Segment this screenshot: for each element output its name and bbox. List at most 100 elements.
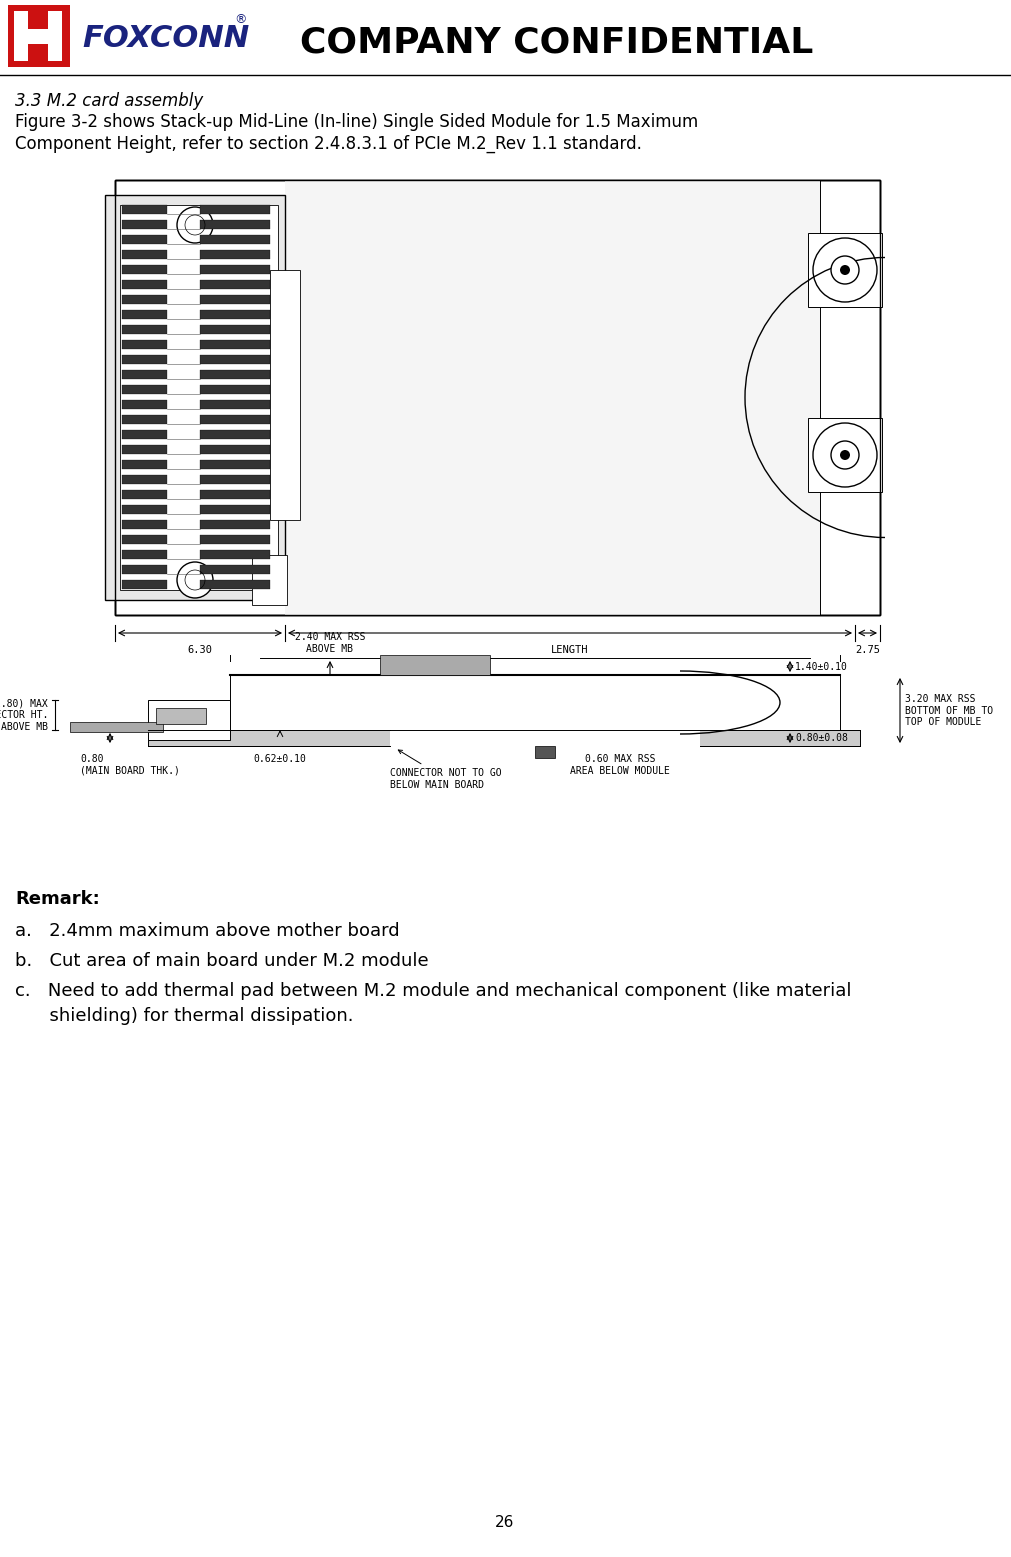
Bar bbox=[200, 459, 270, 469]
Text: 0.80
(MAIN BOARD THK.): 0.80 (MAIN BOARD THK.) bbox=[80, 754, 180, 775]
Text: c.   Need to add thermal pad between M.2 module and mechanical component (like m: c. Need to add thermal pad between M.2 m… bbox=[15, 982, 851, 1000]
Circle shape bbox=[831, 255, 859, 283]
Bar bbox=[8, 5, 70, 67]
Bar bbox=[115, 181, 880, 615]
Circle shape bbox=[177, 562, 213, 598]
Bar bbox=[808, 234, 882, 307]
Bar bbox=[148, 701, 229, 740]
Bar bbox=[122, 400, 167, 409]
Bar bbox=[14, 28, 62, 44]
Bar bbox=[122, 536, 167, 543]
Bar bbox=[122, 504, 167, 514]
Bar bbox=[122, 490, 167, 498]
Bar bbox=[200, 550, 270, 559]
Text: 3.20 MAX RSS
BOTTOM OF MB TO
TOP OF MODULE: 3.20 MAX RSS BOTTOM OF MB TO TOP OF MODU… bbox=[905, 694, 993, 727]
Text: (1.80) MAX
CONNECTOR HT.
ABOVE MB: (1.80) MAX CONNECTOR HT. ABOVE MB bbox=[0, 699, 48, 732]
Bar bbox=[122, 355, 167, 364]
Bar bbox=[148, 730, 860, 746]
Text: FOXCONN: FOXCONN bbox=[82, 23, 250, 53]
Circle shape bbox=[831, 441, 859, 469]
Bar bbox=[200, 520, 270, 529]
Text: ®: ® bbox=[234, 14, 247, 26]
Bar bbox=[120, 206, 278, 590]
Text: Component Height, refer to section 2.4.8.3.1 of PCIe M.2_Rev 1.1 standard.: Component Height, refer to section 2.4.8… bbox=[15, 135, 642, 153]
Text: 0.62±0.10: 0.62±0.10 bbox=[254, 754, 306, 764]
Bar bbox=[122, 385, 167, 394]
Circle shape bbox=[840, 450, 850, 459]
Bar bbox=[200, 325, 270, 335]
Bar bbox=[122, 581, 167, 589]
Text: 6.30: 6.30 bbox=[187, 645, 212, 655]
Bar bbox=[200, 265, 270, 274]
Bar bbox=[49, 11, 62, 61]
Bar bbox=[14, 11, 28, 61]
Bar bbox=[200, 310, 270, 319]
Bar bbox=[200, 251, 270, 258]
Bar bbox=[200, 371, 270, 378]
Bar bbox=[200, 339, 270, 349]
Bar bbox=[70, 722, 163, 732]
Text: Remark:: Remark: bbox=[15, 891, 100, 908]
Bar bbox=[122, 280, 167, 290]
Bar bbox=[535, 746, 555, 758]
Bar bbox=[229, 676, 840, 730]
Bar bbox=[122, 310, 167, 319]
Circle shape bbox=[813, 424, 877, 487]
Bar bbox=[122, 416, 167, 424]
Bar bbox=[200, 206, 270, 213]
Bar bbox=[122, 235, 167, 244]
Bar bbox=[200, 536, 270, 543]
Text: b.   Cut area of main board under M.2 module: b. Cut area of main board under M.2 modu… bbox=[15, 951, 429, 970]
Bar bbox=[156, 708, 206, 724]
Text: 0.80±0.08: 0.80±0.08 bbox=[795, 733, 848, 743]
Bar bbox=[285, 181, 820, 615]
Bar bbox=[105, 195, 285, 599]
Bar bbox=[200, 220, 270, 229]
Bar bbox=[200, 565, 270, 575]
Bar bbox=[390, 729, 700, 747]
Text: 1.40±0.10: 1.40±0.10 bbox=[795, 662, 848, 671]
Text: 0.60 MAX RSS
AREA BELOW MODULE: 0.60 MAX RSS AREA BELOW MODULE bbox=[570, 754, 670, 775]
Bar bbox=[200, 430, 270, 439]
Bar bbox=[200, 355, 270, 364]
Text: 3.3 M.2 card assembly: 3.3 M.2 card assembly bbox=[15, 92, 203, 111]
Bar bbox=[122, 371, 167, 378]
Bar bbox=[270, 269, 300, 520]
Bar bbox=[122, 430, 167, 439]
Text: 2.40 MAX RSS
ABOVE MB: 2.40 MAX RSS ABOVE MB bbox=[295, 632, 365, 654]
Text: 26: 26 bbox=[495, 1515, 515, 1531]
Bar bbox=[200, 280, 270, 290]
Bar bbox=[122, 459, 167, 469]
Bar bbox=[115, 181, 880, 615]
Circle shape bbox=[840, 265, 850, 276]
Bar bbox=[200, 416, 270, 424]
Bar bbox=[122, 475, 167, 484]
Bar bbox=[200, 445, 270, 455]
Bar bbox=[122, 445, 167, 455]
Text: 2.75: 2.75 bbox=[855, 645, 880, 655]
Circle shape bbox=[813, 238, 877, 302]
Text: Figure 3-2 shows Stack-up Mid-Line (In-line) Single Sided Module for 1.5 Maximum: Figure 3-2 shows Stack-up Mid-Line (In-l… bbox=[15, 114, 699, 131]
Bar bbox=[122, 520, 167, 529]
Bar bbox=[115, 181, 880, 615]
Bar bbox=[122, 265, 167, 274]
Bar bbox=[200, 490, 270, 498]
Bar bbox=[380, 655, 490, 676]
Bar bbox=[122, 206, 167, 213]
Text: LENGTH: LENGTH bbox=[551, 645, 588, 655]
Circle shape bbox=[177, 207, 213, 243]
Text: a.   2.4mm maximum above mother board: a. 2.4mm maximum above mother board bbox=[15, 922, 399, 940]
Bar bbox=[122, 339, 167, 349]
Bar bbox=[122, 294, 167, 304]
Bar bbox=[122, 565, 167, 575]
Bar bbox=[200, 475, 270, 484]
Bar bbox=[252, 554, 287, 606]
Bar bbox=[200, 400, 270, 409]
Bar bbox=[808, 417, 882, 492]
Bar bbox=[200, 294, 270, 304]
Text: shielding) for thermal dissipation.: shielding) for thermal dissipation. bbox=[15, 1007, 354, 1025]
Bar bbox=[122, 220, 167, 229]
Bar bbox=[200, 235, 270, 244]
Text: CONNECTOR NOT TO GO
BELOW MAIN BOARD: CONNECTOR NOT TO GO BELOW MAIN BOARD bbox=[390, 750, 501, 789]
Bar bbox=[122, 325, 167, 335]
